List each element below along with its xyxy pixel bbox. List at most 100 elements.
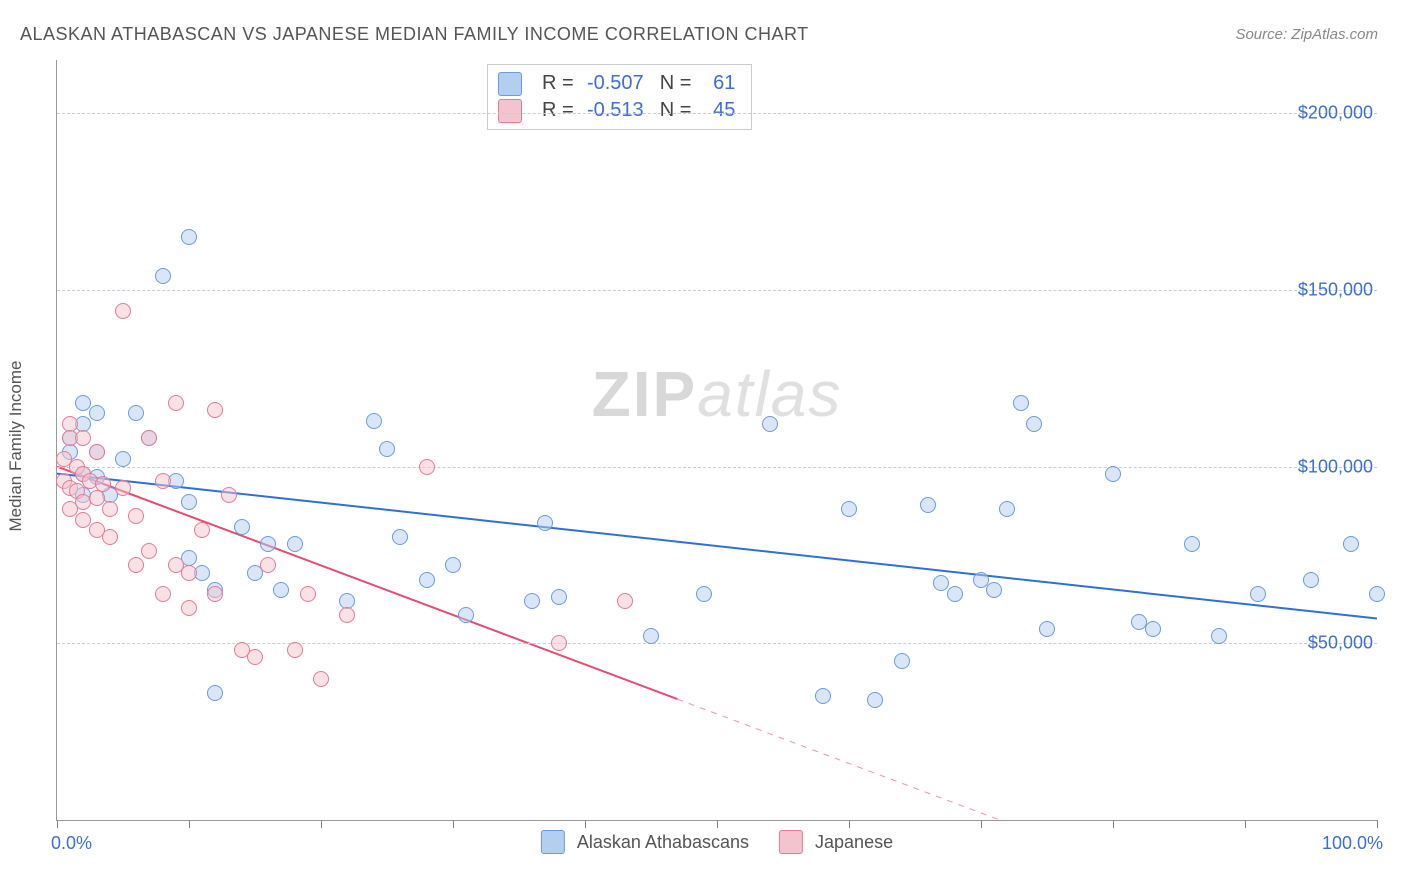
stat-n-value: 45 <box>701 97 735 124</box>
data-point-athabascan <box>841 501 857 517</box>
legend-item: Alaskan Athabascans <box>541 830 749 854</box>
data-point-japanese <box>95 476 111 492</box>
x-tick <box>585 820 586 828</box>
data-point-japanese <box>168 395 184 411</box>
data-point-athabascan <box>1026 416 1042 432</box>
data-point-athabascan <box>89 405 105 421</box>
x-tick <box>849 820 850 828</box>
gridline <box>57 467 1377 468</box>
data-point-athabascan <box>1211 628 1227 644</box>
x-label-left: 0.0% <box>51 833 92 854</box>
data-point-japanese <box>115 303 131 319</box>
data-point-japanese <box>617 593 633 609</box>
data-point-athabascan <box>1250 586 1266 602</box>
data-point-athabascan <box>115 451 131 467</box>
data-point-athabascan <box>1369 586 1385 602</box>
gridline <box>57 290 1377 291</box>
data-point-athabascan <box>815 688 831 704</box>
trendline-japanese-solid <box>57 467 677 700</box>
data-point-japanese <box>128 557 144 573</box>
data-point-athabascan <box>947 586 963 602</box>
stats-swatch <box>498 72 522 96</box>
data-point-athabascan <box>458 607 474 623</box>
data-point-athabascan <box>181 494 197 510</box>
data-point-athabascan <box>986 582 1002 598</box>
plot-area: ZIPatlas R =-0.507N =61R =-0.513N =45 Al… <box>56 60 1377 821</box>
source-label: Source: ZipAtlas.com <box>1235 26 1378 43</box>
x-tick <box>717 820 718 828</box>
data-point-japanese <box>102 501 118 517</box>
data-point-athabascan <box>234 519 250 535</box>
x-tick <box>1245 820 1246 828</box>
data-point-japanese <box>287 642 303 658</box>
x-tick <box>1113 820 1114 828</box>
gridline <box>57 643 1377 644</box>
data-point-athabascan <box>445 557 461 573</box>
y-tick-label: $50,000 <box>1308 633 1373 654</box>
watermark: ZIPatlas <box>592 357 843 431</box>
stats-swatch <box>498 99 522 123</box>
data-point-athabascan <box>128 405 144 421</box>
legend: Alaskan AthabascansJapanese <box>541 830 893 854</box>
data-point-athabascan <box>894 653 910 669</box>
x-tick <box>189 820 190 828</box>
legend-swatch <box>541 830 565 854</box>
data-point-japanese <box>155 473 171 489</box>
data-point-japanese <box>75 430 91 446</box>
data-point-athabascan <box>207 685 223 701</box>
data-point-athabascan <box>696 586 712 602</box>
y-tick-label: $100,000 <box>1298 456 1373 477</box>
data-point-athabascan <box>551 589 567 605</box>
stat-r-label: R = <box>542 70 574 97</box>
trendline-athabascan <box>57 474 1377 619</box>
data-point-japanese <box>115 480 131 496</box>
data-point-japanese <box>194 522 210 538</box>
data-point-japanese <box>128 508 144 524</box>
x-tick <box>981 820 982 828</box>
trendline-japanese-dash <box>677 699 1377 820</box>
data-point-japanese <box>313 671 329 687</box>
data-point-athabascan <box>287 536 303 552</box>
stats-row: R =-0.513N =45 <box>498 97 735 124</box>
data-point-athabascan <box>920 497 936 513</box>
trend-lines <box>57 60 1377 820</box>
data-point-athabascan <box>366 413 382 429</box>
y-tick-label: $150,000 <box>1298 279 1373 300</box>
data-point-japanese <box>207 586 223 602</box>
stat-n-label: N = <box>660 70 692 97</box>
data-point-athabascan <box>537 515 553 531</box>
watermark-zip: ZIP <box>592 358 698 430</box>
data-point-japanese <box>141 430 157 446</box>
data-point-athabascan <box>379 441 395 457</box>
x-tick <box>57 820 58 828</box>
data-point-athabascan <box>867 692 883 708</box>
data-point-athabascan <box>762 416 778 432</box>
chart-container: ALASKAN ATHABASCAN VS JAPANESE MEDIAN FA… <box>0 0 1406 892</box>
chart-title: ALASKAN ATHABASCAN VS JAPANESE MEDIAN FA… <box>20 24 809 45</box>
stats-box: R =-0.507N =61R =-0.513N =45 <box>487 64 752 130</box>
data-point-athabascan <box>643 628 659 644</box>
data-point-athabascan <box>1039 621 1055 637</box>
y-tick-label: $200,000 <box>1298 103 1373 124</box>
data-point-athabascan <box>155 268 171 284</box>
data-point-japanese <box>300 586 316 602</box>
x-label-right: 100.0% <box>1322 833 1383 854</box>
legend-swatch <box>779 830 803 854</box>
stats-row: R =-0.507N =61 <box>498 70 735 97</box>
data-point-japanese <box>419 459 435 475</box>
data-point-japanese <box>181 600 197 616</box>
x-tick <box>453 820 454 828</box>
data-point-japanese <box>247 649 263 665</box>
data-point-japanese <box>221 487 237 503</box>
stat-n-label: N = <box>660 97 692 124</box>
data-point-athabascan <box>524 593 540 609</box>
data-point-athabascan <box>419 572 435 588</box>
data-point-japanese <box>141 543 157 559</box>
x-tick <box>1377 820 1378 828</box>
data-point-japanese <box>89 444 105 460</box>
stat-r-label: R = <box>542 97 574 124</box>
data-point-japanese <box>181 565 197 581</box>
data-point-athabascan <box>392 529 408 545</box>
data-point-athabascan <box>1145 621 1161 637</box>
data-point-japanese <box>102 529 118 545</box>
